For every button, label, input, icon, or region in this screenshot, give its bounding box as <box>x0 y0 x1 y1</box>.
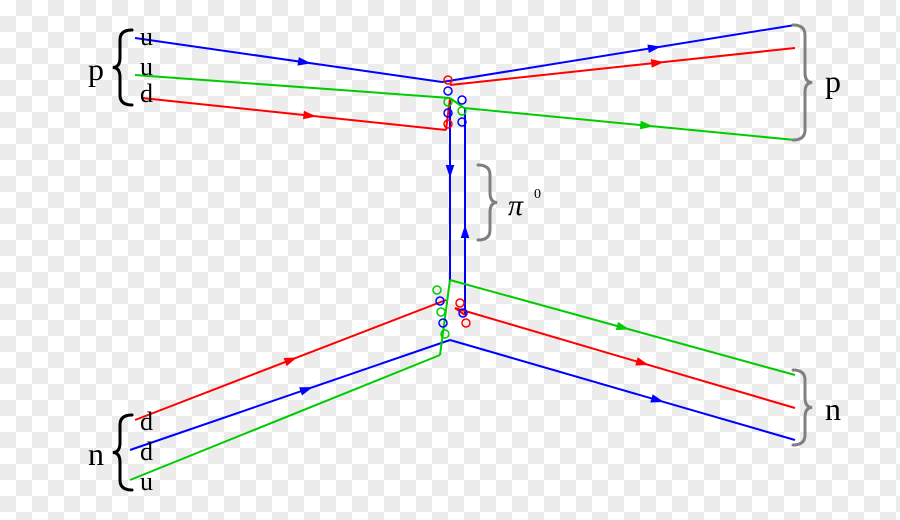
diagram-svg: puudnddupnπ0 <box>0 0 900 520</box>
svg-text:u: u <box>140 52 153 81</box>
feynman-diagram: { "diagram": { "type": "feynman", "width… <box>0 0 900 520</box>
svg-text:d: d <box>140 407 153 436</box>
svg-text:d: d <box>140 437 153 466</box>
svg-text:p: p <box>825 63 841 99</box>
svg-text:d: d <box>140 79 153 108</box>
svg-text:n: n <box>88 436 104 472</box>
svg-text:π: π <box>508 189 524 222</box>
svg-text:u: u <box>140 467 153 496</box>
svg-text:p: p <box>88 51 104 87</box>
svg-text:0: 0 <box>534 187 541 202</box>
svg-text:n: n <box>825 391 841 427</box>
svg-text:u: u <box>140 22 153 51</box>
